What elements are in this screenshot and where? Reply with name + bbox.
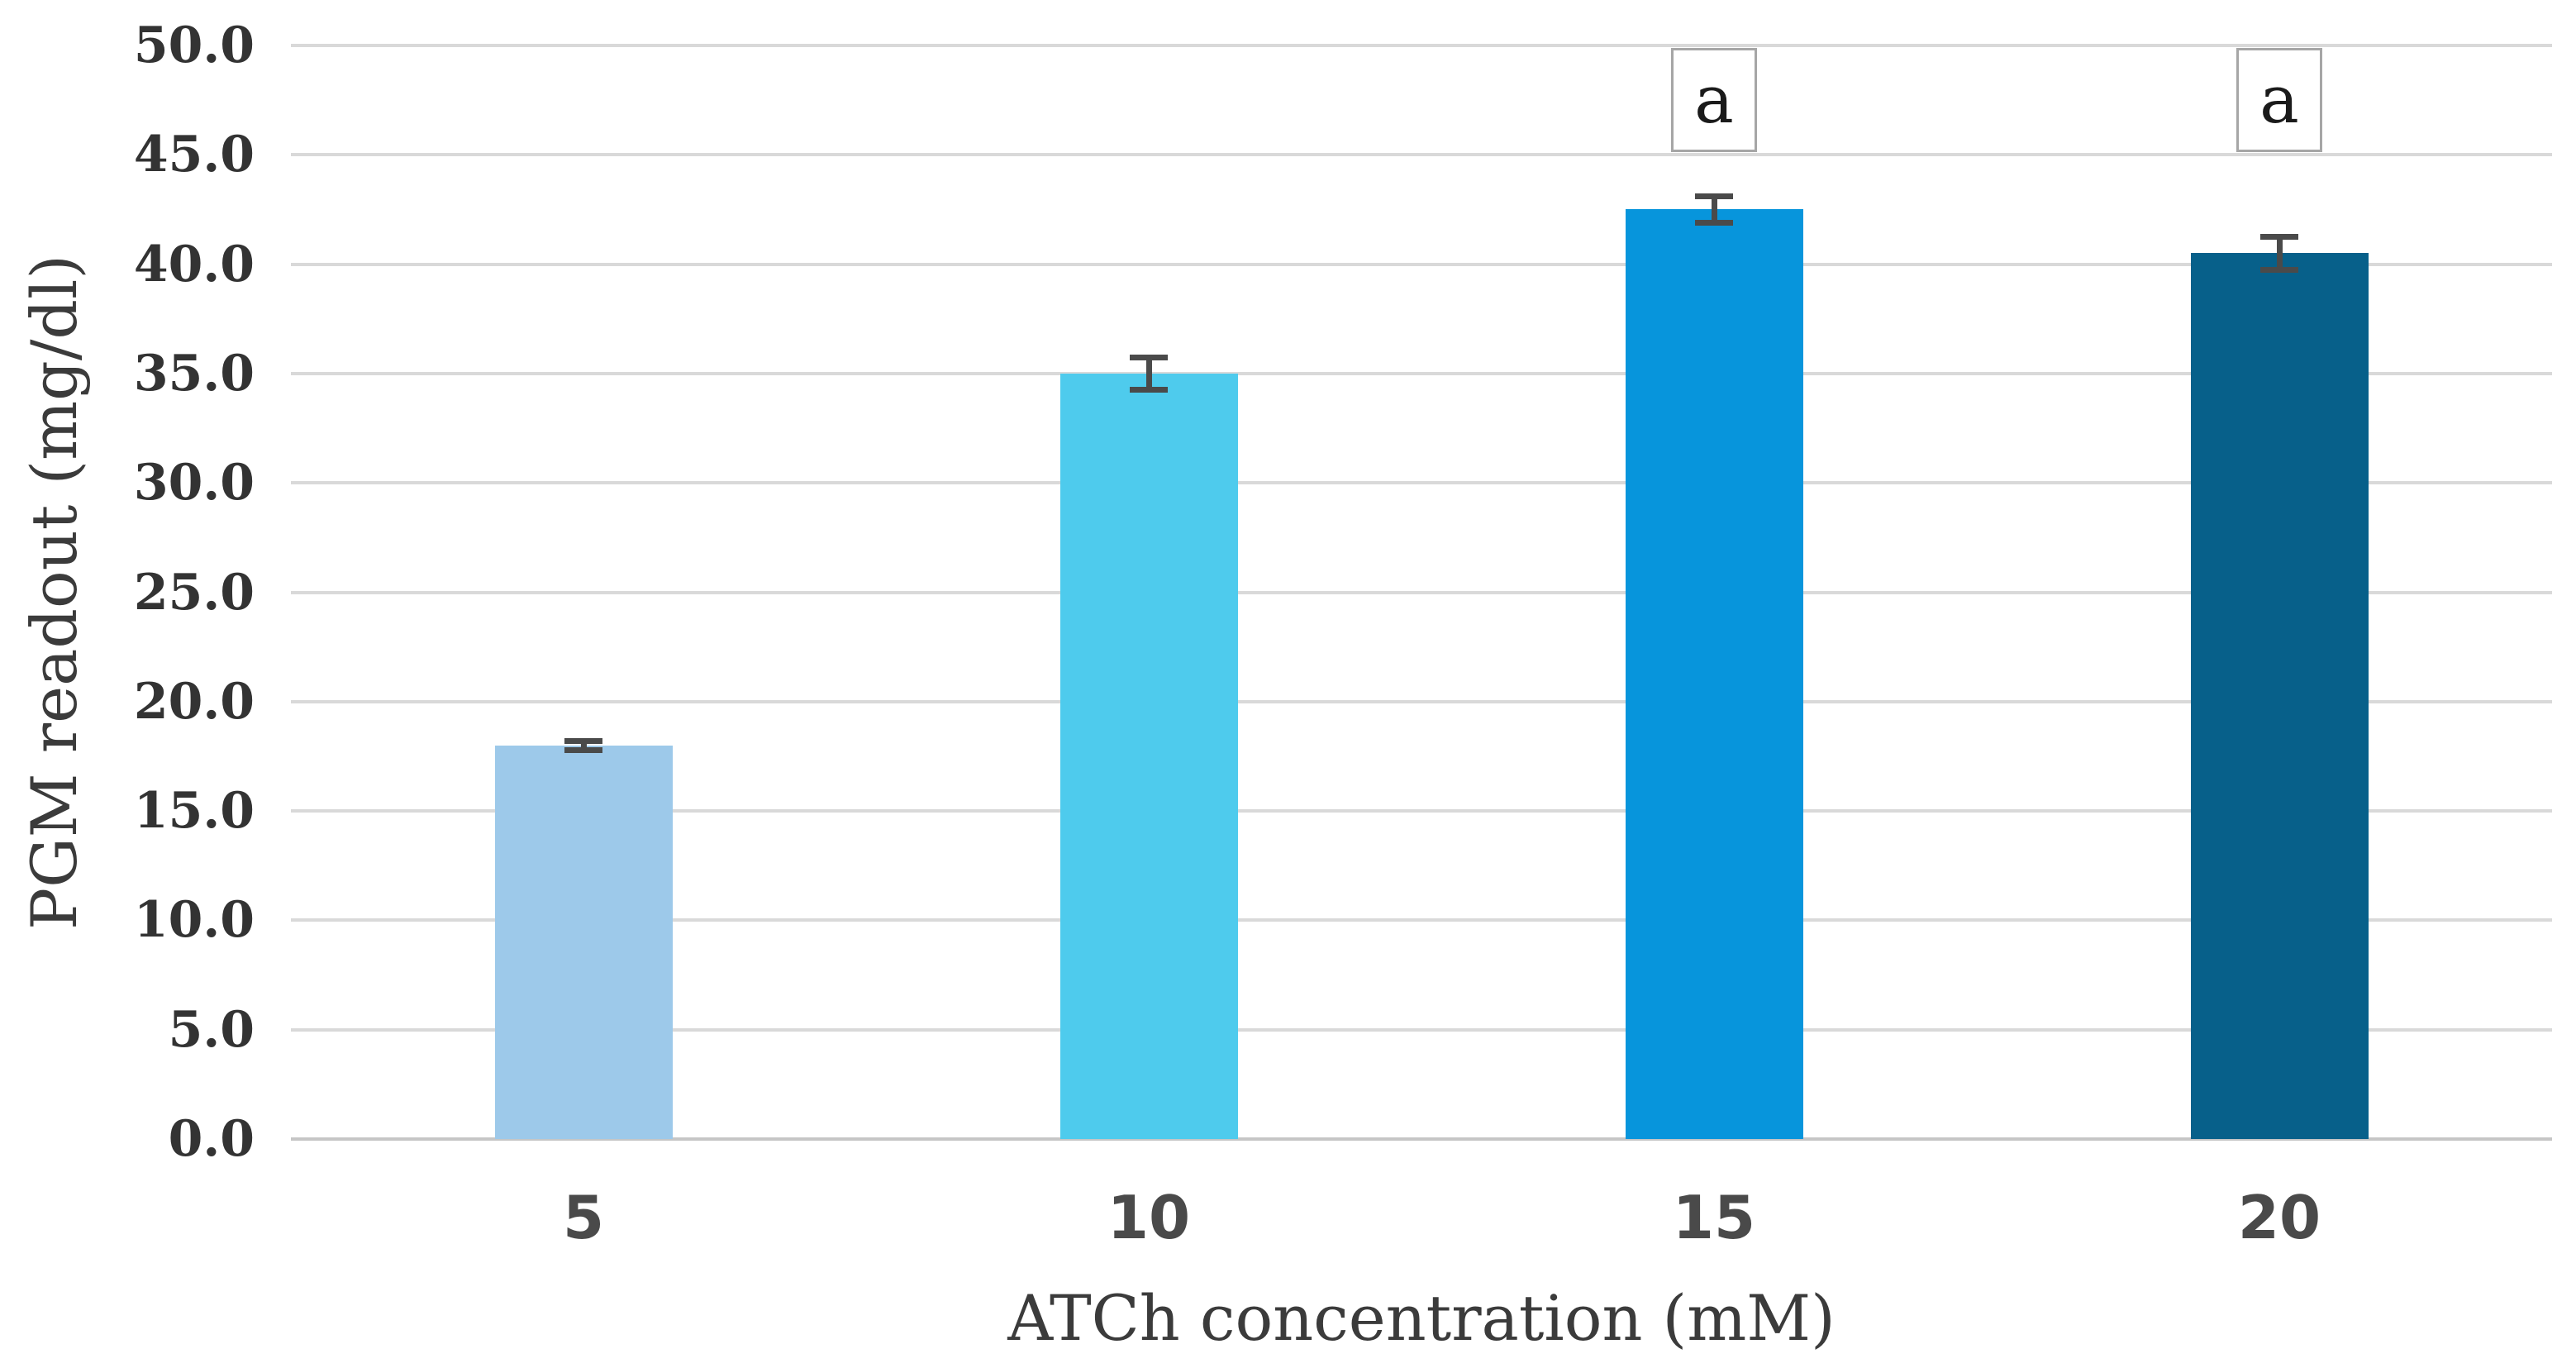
- error-bar: [1130, 387, 1168, 393]
- error-bar: [1711, 196, 1717, 223]
- significance-box: a: [2236, 48, 2322, 152]
- bar-5mM: [494, 745, 673, 1139]
- error-bar: [2276, 236, 2283, 270]
- x-tick-label: 20: [2237, 1183, 2321, 1252]
- error-bar: [564, 746, 602, 753]
- x-tick-label: 10: [1107, 1183, 1191, 1252]
- gridline: [291, 481, 2552, 485]
- x-axis-line: [291, 1137, 2552, 1141]
- significance-box: a: [1671, 48, 1757, 152]
- gridline: [291, 1027, 2552, 1032]
- bar-20mM: [2190, 253, 2369, 1139]
- y-tick-label: 5.0: [168, 1000, 255, 1059]
- y-tick-label: 15.0: [133, 782, 255, 841]
- error-bar: [2260, 266, 2298, 273]
- gridline: [291, 918, 2552, 922]
- y-tick-label: 35.0: [133, 344, 255, 403]
- error-bar: [1145, 357, 1152, 390]
- y-tick-label: 45.0: [133, 126, 255, 184]
- gridline: [291, 262, 2552, 266]
- gridline: [291, 590, 2552, 594]
- y-tick-label: 40.0: [133, 235, 255, 293]
- gridline: [291, 44, 2552, 47]
- x-tick-label: 15: [1672, 1183, 1756, 1252]
- error-bar: [2260, 234, 2298, 241]
- error-bar: [1695, 219, 1733, 226]
- error-bar: [1695, 193, 1733, 200]
- y-tick-label: 50.0: [133, 17, 255, 74]
- significance-label: a: [2259, 61, 2299, 138]
- error-bar: [580, 741, 587, 750]
- significance-label: a: [1694, 61, 1734, 138]
- gridline: [291, 699, 2552, 703]
- gridline: [291, 371, 2552, 375]
- error-bar: [564, 737, 602, 744]
- y-tick-label: 20.0: [133, 672, 255, 731]
- x-axis-title: ATCh concentration (mM): [1007, 1281, 1836, 1355]
- y-tick-label: 0.0: [168, 1110, 255, 1168]
- gridline: [291, 153, 2552, 157]
- gridline: [291, 809, 2552, 813]
- y-tick-label: 10.0: [133, 891, 255, 950]
- y-tick-label: 25.0: [133, 563, 255, 622]
- x-tick-label: 5: [562, 1183, 605, 1252]
- bar-10mM: [1059, 373, 1238, 1139]
- y-tick-label: 30.0: [133, 454, 255, 512]
- bar-15mM: [1625, 209, 1803, 1139]
- error-bar: [1130, 354, 1168, 360]
